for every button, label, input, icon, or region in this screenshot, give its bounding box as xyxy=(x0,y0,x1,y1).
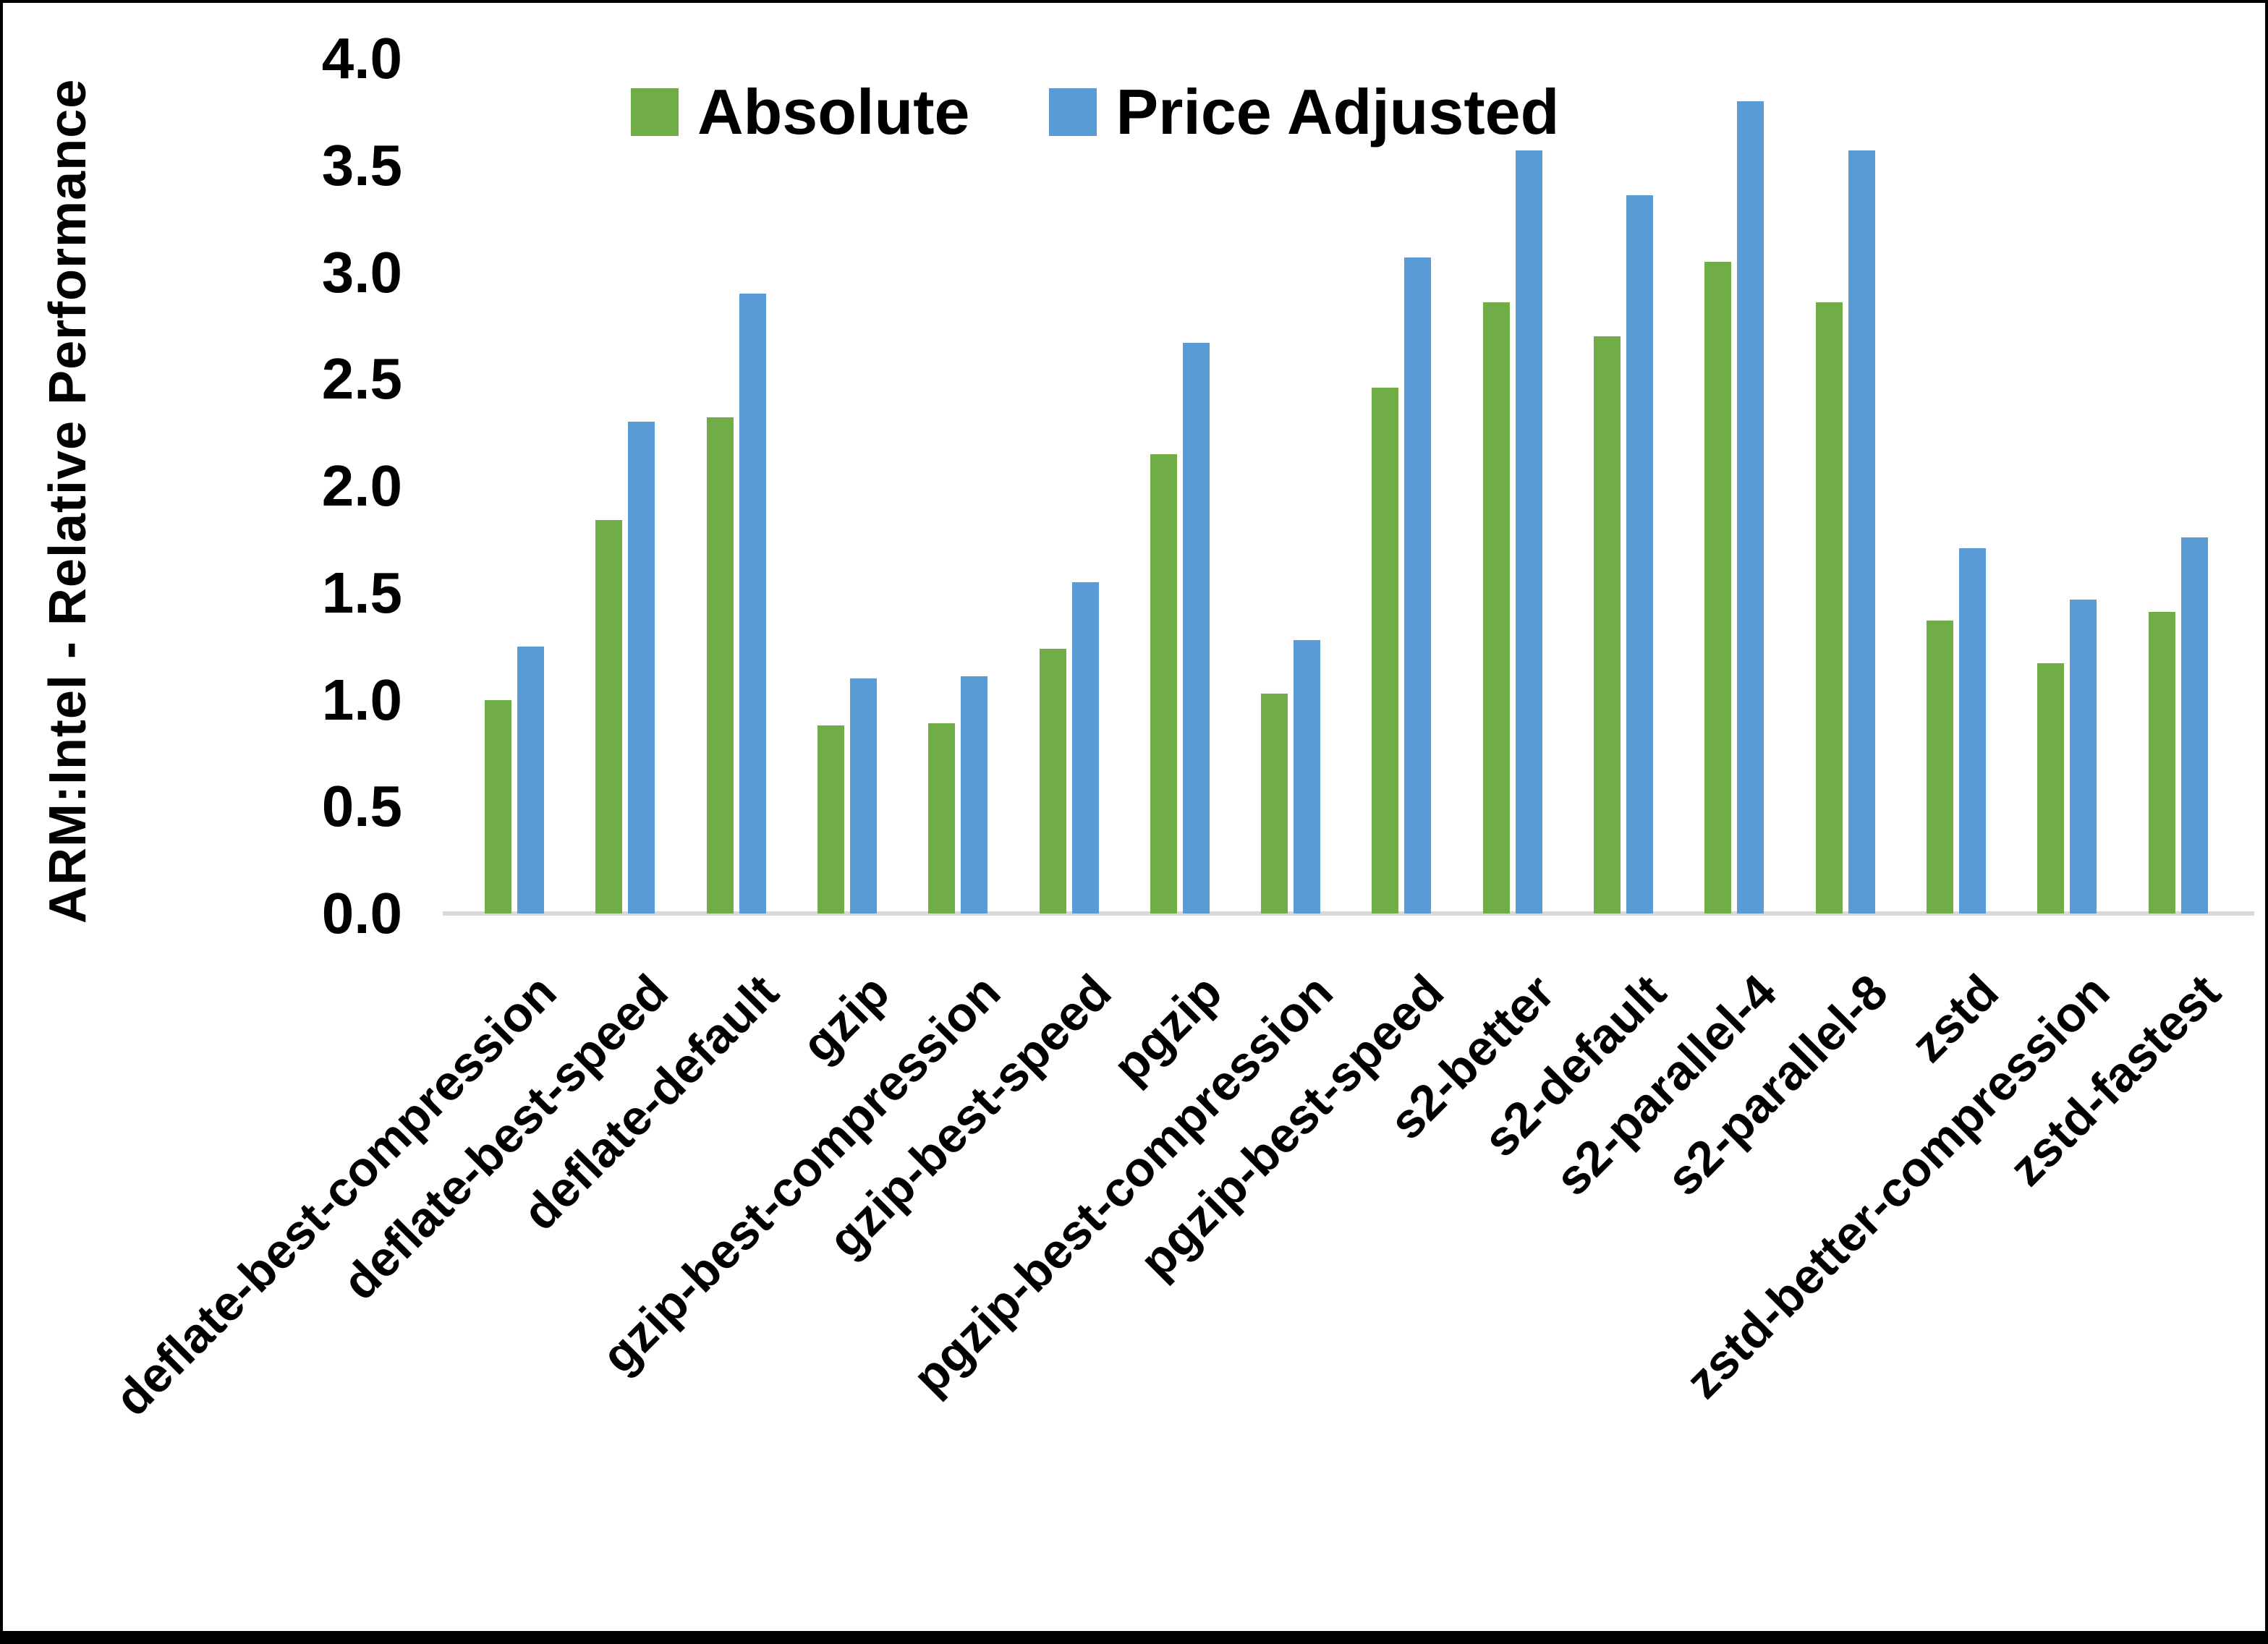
legend-swatch-icon xyxy=(631,88,679,136)
bar-zstd-better-compression-price-adjusted xyxy=(2070,599,2097,913)
y-axis-title: ARM:Intel - Relative Performance xyxy=(39,78,97,924)
y-axis-tick-label: 3.5 xyxy=(321,132,402,197)
bar-gzip-best-speed-price-adjusted xyxy=(1071,582,1099,913)
bar-zstd-absolute xyxy=(1926,621,1953,913)
y-axis-tick-label: 2.0 xyxy=(321,453,402,518)
bar-s2-better-absolute xyxy=(1482,302,1510,913)
bar-deflate-default-price-adjusted xyxy=(739,294,766,913)
legend: Absolute Price Adjusted xyxy=(631,75,1559,149)
legend-item-absolute: Absolute xyxy=(631,75,969,149)
bar-zstd-fastest-absolute xyxy=(2148,612,2175,913)
x-axis-line xyxy=(443,911,2254,916)
bar-deflate-best-compression-absolute xyxy=(485,699,511,913)
y-axis-tick-label: 4.0 xyxy=(321,26,402,90)
bar-gzip-best-speed-absolute xyxy=(1039,648,1066,913)
bar-s2-better-price-adjusted xyxy=(1515,150,1542,913)
bar-deflate-best-speed-price-adjusted xyxy=(628,422,655,913)
bar-s2-parallel-4-absolute xyxy=(1704,261,1732,913)
bar-s2-parallel-4-price-adjusted xyxy=(1737,101,1764,913)
bar-deflate-best-compression-price-adjusted xyxy=(517,646,544,913)
legend-label: Price Adjusted xyxy=(1116,76,1560,148)
bar-deflate-best-speed-absolute xyxy=(595,520,623,913)
y-axis-tick-label: 0.5 xyxy=(321,774,402,839)
y-axis-tick-label: 0.0 xyxy=(321,881,402,945)
legend-item-price-adjusted: Price Adjusted xyxy=(1049,75,1559,149)
y-axis-tick-label: 1.0 xyxy=(321,667,402,732)
y-axis-tick-label: 1.5 xyxy=(321,560,402,625)
bar-zstd-better-compression-absolute xyxy=(2037,663,2065,913)
bar-pgzip-best-compression-absolute xyxy=(1261,693,1288,913)
bar-s2-parallel-8-price-adjusted xyxy=(1848,150,1875,913)
bar-pgzip-best-compression-price-adjusted xyxy=(1294,639,1321,913)
bar-deflate-default-absolute xyxy=(706,417,734,913)
bar-pgzip-price-adjusted xyxy=(1182,343,1210,913)
bar-pgzip-best-speed-price-adjusted xyxy=(1404,257,1432,913)
bar-gzip-best-compression-absolute xyxy=(928,723,956,913)
bar-gzip-best-compression-price-adjusted xyxy=(961,676,988,913)
legend-swatch-icon xyxy=(1049,88,1097,136)
bar-pgzip-absolute xyxy=(1150,453,1177,913)
bar-zstd-fastest-price-adjusted xyxy=(2180,537,2208,913)
bar-pgzip-best-speed-absolute xyxy=(1372,388,1399,913)
y-axis-tick-label: 2.5 xyxy=(321,346,402,412)
y-axis-tick-label: 3.0 xyxy=(321,239,402,304)
bar-gzip-price-adjusted xyxy=(849,678,877,913)
bar-s2-parallel-8-absolute xyxy=(1815,302,1843,913)
legend-label: Absolute xyxy=(697,76,970,148)
bar-s2-default-absolute xyxy=(1594,336,1621,913)
bar-gzip-absolute xyxy=(817,725,844,913)
x-axis-label-deflate-best-compression: deflate-best-compression xyxy=(105,964,567,1427)
bar-s2-default-price-adjusted xyxy=(1626,195,1653,913)
bar-zstd-price-adjusted xyxy=(1958,548,1986,913)
